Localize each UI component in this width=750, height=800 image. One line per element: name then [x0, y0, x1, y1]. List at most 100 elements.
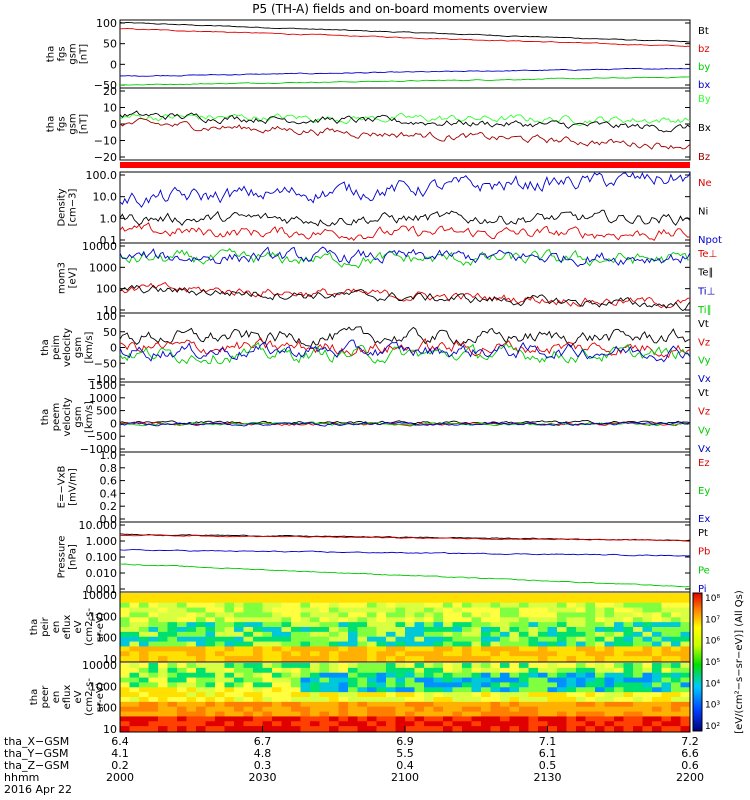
spectrogram-cell — [557, 641, 567, 647]
spectrogram-cell — [243, 627, 254, 633]
spectrogram-cell — [424, 636, 434, 643]
spectrogram-cell — [614, 701, 624, 708]
spectrogram-cell — [595, 697, 605, 703]
spectrogram-cell — [148, 641, 159, 647]
spectrogram-cell — [433, 636, 444, 643]
spectrogram-cell — [357, 692, 368, 698]
ylabel-line: tha — [29, 689, 40, 705]
spectrogram-cell — [129, 641, 140, 647]
ylabel-line: en — [51, 691, 62, 704]
spectrogram-cell — [490, 663, 501, 669]
legend-Vt: Vt — [698, 388, 709, 399]
spectrogram-cell — [329, 646, 339, 652]
spectrogram-cell — [129, 593, 140, 599]
spectrogram-cell — [177, 641, 187, 647]
spectrogram-cell — [243, 682, 254, 688]
spectrogram-cell — [585, 701, 596, 708]
spectrogram-cell — [443, 612, 453, 618]
spectrogram-cell — [585, 682, 596, 688]
spectrogram-cell — [595, 646, 605, 652]
spectrogram-cell — [576, 622, 586, 628]
spectrogram-cell — [481, 593, 491, 599]
spectrogram-cell — [215, 627, 225, 633]
spectrogram-cell — [300, 697, 311, 703]
spectrogram-cell — [158, 721, 168, 727]
spectrogram-cell — [291, 656, 301, 662]
spectrogram-cell — [120, 667, 130, 674]
spectrogram-cell — [177, 663, 187, 669]
spectrogram-cell — [310, 597, 320, 604]
spectrogram-cell — [215, 692, 225, 698]
spectrogram-cell — [300, 706, 311, 713]
spectrogram-cell — [376, 672, 387, 679]
y-tick-label: 50 — [103, 38, 117, 51]
series-line-Vx — [119, 421, 691, 427]
spectrogram-cell — [585, 612, 596, 618]
spectrogram-cell — [680, 656, 691, 662]
spectrogram-cell — [129, 646, 140, 652]
spectrogram-cell — [129, 597, 140, 604]
spectrogram-cell — [405, 651, 415, 657]
spectrogram-cell — [224, 667, 235, 674]
spectrogram-cell — [433, 716, 444, 722]
spectrogram-cell — [585, 711, 596, 717]
spectrogram-cell — [120, 617, 130, 623]
spectrogram-cell — [471, 607, 482, 613]
spectrogram-cell — [405, 711, 415, 717]
ylabel-line: eflux — [62, 615, 73, 640]
spectrogram-cell — [405, 667, 415, 674]
spectrogram-cell — [300, 631, 311, 638]
spectrogram-cell — [167, 651, 178, 657]
spectrogram-cell — [139, 663, 149, 669]
spectrogram-cell — [414, 667, 425, 674]
spectrogram-cell — [452, 631, 463, 638]
spectrogram-cell — [414, 627, 425, 633]
panel-1-ylabel: thafgsgsm[nT] — [46, 43, 90, 64]
spectrogram-cell — [177, 636, 187, 643]
spectrogram-cell — [319, 607, 330, 613]
spectrogram-cell — [405, 706, 415, 713]
spectrogram-cell — [186, 597, 197, 604]
spectrogram-cell — [481, 656, 491, 662]
spectrogram-cell — [557, 663, 567, 669]
spectrogram-cell — [414, 651, 425, 657]
spectrogram-cell — [433, 692, 444, 698]
panel-2-ylabel: thafgsgsm[nT] — [46, 113, 90, 134]
spectrogram-cell — [167, 692, 178, 698]
spectrogram-cell — [557, 667, 567, 674]
spectrogram-cell — [671, 646, 681, 652]
legend-Vy: Vy — [698, 425, 711, 436]
spectrogram-cell — [224, 612, 235, 618]
spectrogram-cell — [139, 672, 149, 679]
y-tick-label: 10.0 — [93, 191, 118, 204]
spectrogram-cell — [367, 597, 377, 604]
x-axis-value: 2030 — [249, 771, 277, 784]
spectrogram-cell — [424, 631, 434, 638]
spectrogram-cell — [538, 706, 548, 713]
spectrogram-cell — [623, 701, 634, 708]
spectrogram-cell — [671, 682, 681, 688]
spectrogram-cell — [386, 726, 396, 732]
spectrogram-cell — [614, 692, 624, 698]
spectrogram-cell — [139, 711, 149, 717]
spectrogram-cell — [490, 651, 501, 657]
spectrogram-cell — [215, 726, 225, 732]
spectrogram-cell — [471, 641, 482, 647]
spectrogram-cell — [158, 612, 168, 618]
spectrogram-cell — [186, 607, 197, 613]
spectrogram-cell — [500, 617, 510, 623]
spectrogram-cell — [566, 697, 577, 703]
spectrogram-cell — [291, 597, 301, 604]
spectrogram-cell — [329, 697, 339, 703]
spectrogram-cell — [139, 682, 149, 688]
spectrogram-cell — [566, 602, 577, 609]
spectrogram-cell — [367, 641, 377, 647]
spectrogram-cell — [367, 716, 377, 722]
spectrogram-cell — [566, 612, 577, 618]
spectrogram-cell — [547, 672, 558, 679]
spectrogram-cell — [186, 677, 197, 683]
spectrogram-cell — [433, 593, 444, 599]
spectrogram-cell — [405, 682, 415, 688]
spectrogram-cell — [196, 607, 206, 613]
spectrogram-cell — [424, 697, 434, 703]
